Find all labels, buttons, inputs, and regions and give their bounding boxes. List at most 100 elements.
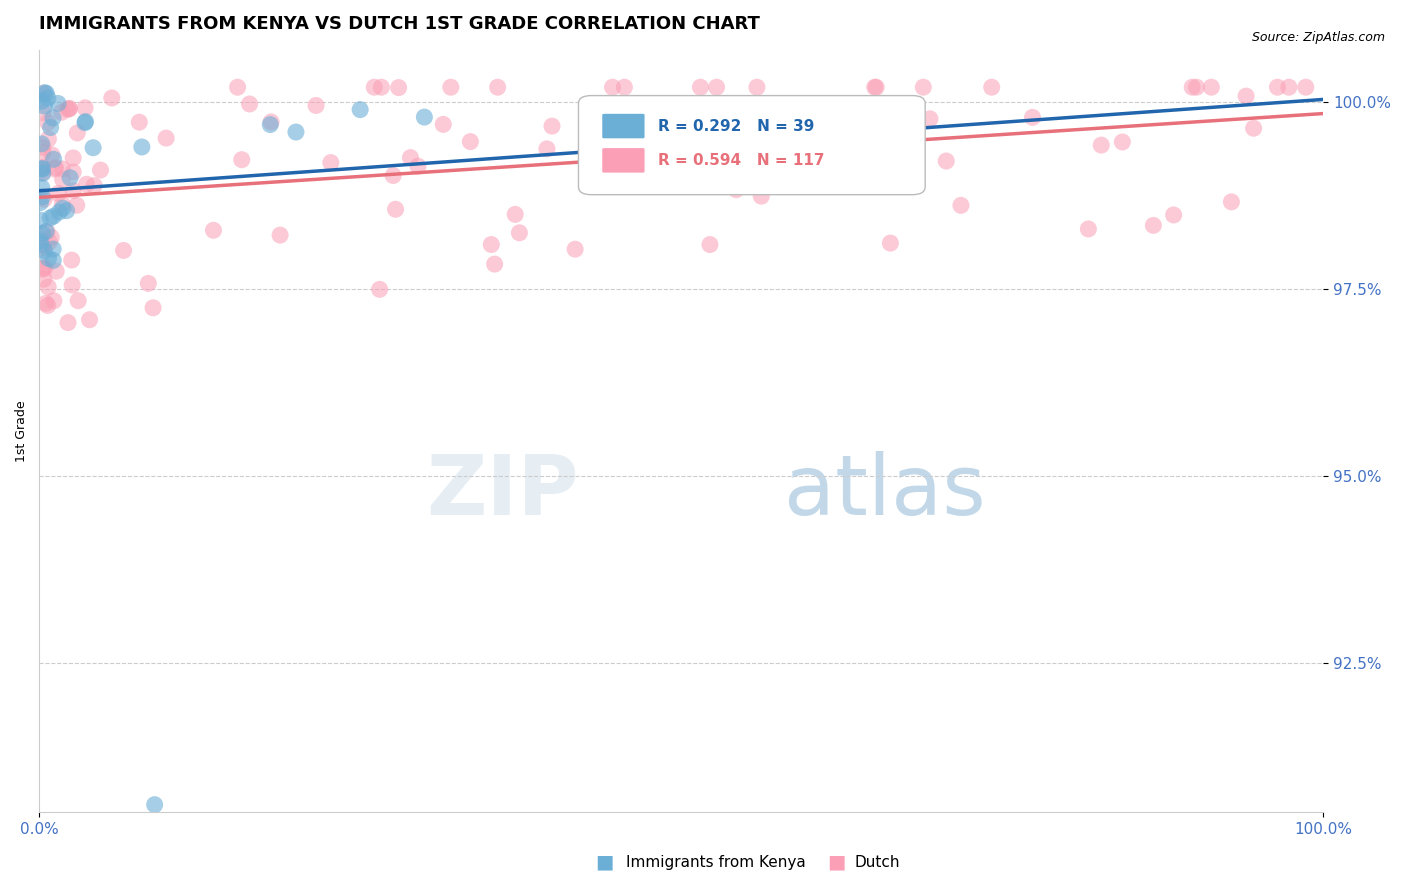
Point <box>231 153 253 167</box>
Point <box>319 155 342 169</box>
Point <box>1077 222 1099 236</box>
Point <box>602 80 624 95</box>
Point <box>725 183 748 197</box>
Point <box>541 119 564 133</box>
Point <box>432 117 454 131</box>
Point <box>82 141 104 155</box>
Point <box>368 282 391 296</box>
Point <box>1278 80 1301 95</box>
Point <box>32 241 55 255</box>
Point <box>202 223 225 237</box>
Point <box>613 80 636 95</box>
Text: Immigrants from Kenya: Immigrants from Kenya <box>626 855 806 870</box>
Point <box>32 165 55 179</box>
Point <box>62 184 84 198</box>
Point <box>56 103 79 117</box>
Point <box>388 80 411 95</box>
Point <box>460 135 482 149</box>
Point <box>37 280 59 294</box>
Point <box>1142 219 1164 233</box>
Point <box>42 253 65 268</box>
Point <box>980 80 1002 95</box>
Point <box>716 157 738 171</box>
Point <box>67 293 90 308</box>
Point <box>37 91 59 105</box>
Point <box>76 178 98 192</box>
Point <box>73 116 96 130</box>
Point <box>42 242 65 256</box>
Point <box>813 139 835 153</box>
Point <box>32 161 55 176</box>
Point <box>58 102 80 116</box>
Point <box>42 293 65 308</box>
Point <box>503 207 526 221</box>
Point <box>66 126 89 140</box>
Point <box>60 253 83 268</box>
Point <box>949 198 972 212</box>
Point <box>30 195 52 210</box>
Point <box>564 242 586 256</box>
Point <box>31 190 53 204</box>
Text: IMMIGRANTS FROM KENYA VS DUTCH 1ST GRADE CORRELATION CHART: IMMIGRANTS FROM KENYA VS DUTCH 1ST GRADE… <box>39 15 761 33</box>
FancyBboxPatch shape <box>602 147 645 173</box>
Point <box>259 118 281 132</box>
Text: Dutch: Dutch <box>855 855 900 870</box>
Point <box>136 277 159 291</box>
Point <box>32 262 55 277</box>
Point <box>62 165 84 179</box>
Point <box>32 145 55 160</box>
Point <box>1295 80 1317 95</box>
Point <box>101 91 124 105</box>
Point <box>1220 194 1243 209</box>
Point <box>83 178 105 193</box>
Point <box>34 86 56 100</box>
Text: R = 0.594   N = 117: R = 0.594 N = 117 <box>658 153 824 168</box>
Point <box>58 102 80 116</box>
Point <box>30 237 52 252</box>
Point <box>143 797 166 812</box>
Point <box>536 142 558 156</box>
Point <box>31 162 53 177</box>
Point <box>305 98 328 112</box>
FancyBboxPatch shape <box>578 95 925 194</box>
Point <box>486 80 509 95</box>
Point <box>34 99 56 113</box>
Point <box>60 278 83 293</box>
Point <box>39 211 62 225</box>
Point <box>42 153 65 167</box>
Point <box>689 80 711 95</box>
Text: atlas: atlas <box>785 451 986 533</box>
Point <box>1090 138 1112 153</box>
Point <box>32 261 55 276</box>
Point <box>35 225 58 239</box>
Point <box>745 80 768 95</box>
Point <box>37 115 59 129</box>
Point <box>75 114 97 128</box>
Point <box>51 161 73 176</box>
Point <box>44 161 66 175</box>
Point <box>1201 80 1223 95</box>
Point <box>51 105 73 120</box>
Point <box>1181 80 1204 95</box>
Point <box>112 244 135 258</box>
Point <box>30 94 52 108</box>
Point <box>35 87 58 101</box>
Point <box>51 197 73 211</box>
Point <box>226 80 249 95</box>
Point <box>59 170 82 185</box>
Point <box>912 80 935 95</box>
Point <box>155 131 177 145</box>
Point <box>46 186 69 201</box>
Point <box>42 209 65 223</box>
Point <box>42 111 65 125</box>
Point <box>1163 208 1185 222</box>
Point <box>56 316 79 330</box>
Point <box>406 159 429 173</box>
Point <box>44 162 66 177</box>
Point <box>918 112 941 126</box>
Point <box>31 227 53 241</box>
Point <box>39 120 62 135</box>
Point <box>66 198 89 212</box>
Point <box>75 101 97 115</box>
Point <box>128 115 150 129</box>
